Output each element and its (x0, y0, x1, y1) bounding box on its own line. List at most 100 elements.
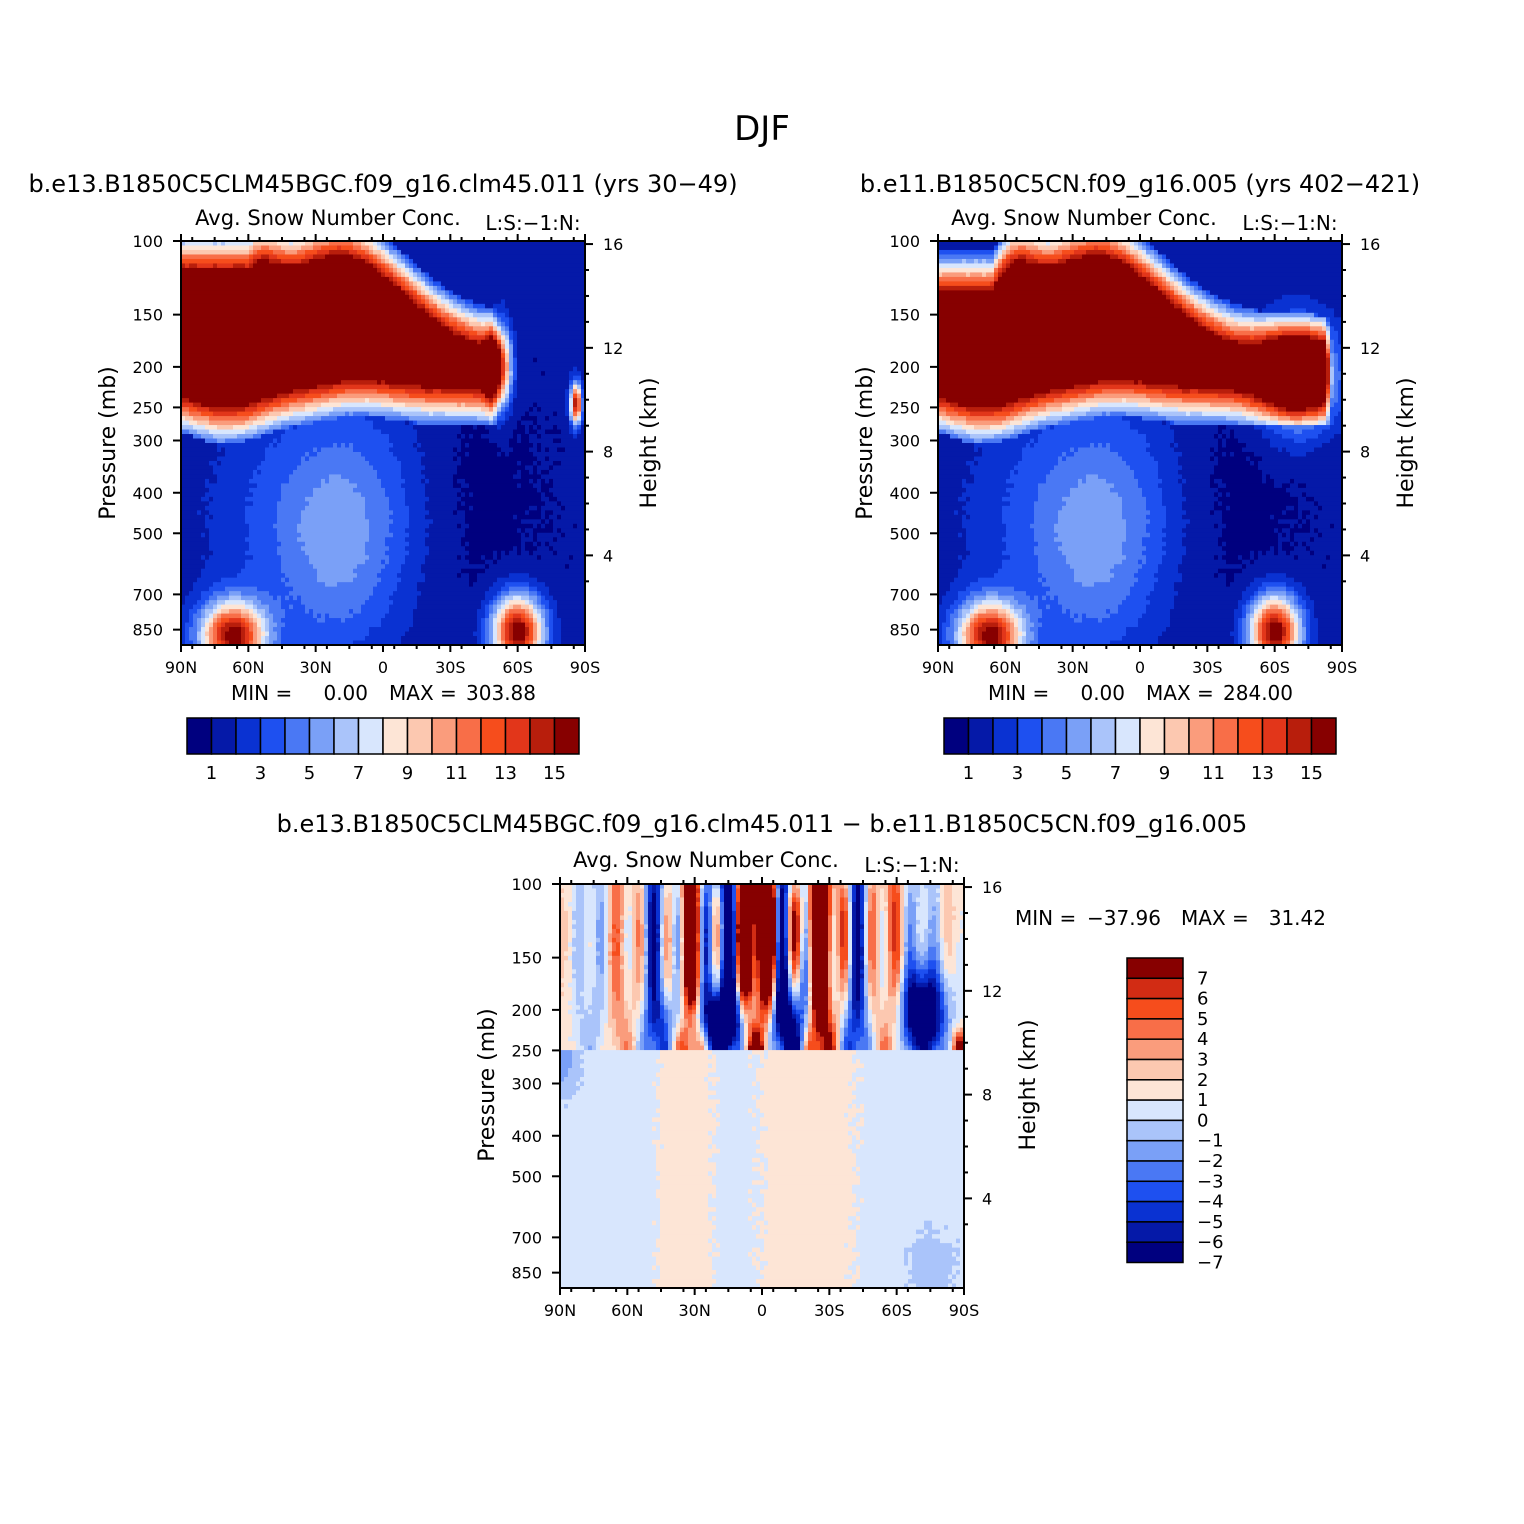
heatmap-cell (261, 434, 266, 440)
heatmap-cell (277, 622, 282, 628)
heatmap-cell (185, 254, 190, 260)
heatmap-cell (353, 438, 358, 444)
heatmap-cell (221, 434, 226, 440)
heatmap-cell (349, 568, 354, 574)
heatmap-cell (297, 618, 302, 624)
heatmap-cell (321, 528, 326, 534)
heatmap-cell (353, 622, 358, 628)
heatmap-cell (209, 591, 214, 597)
heatmap-cell (193, 249, 198, 256)
heatmap-cell (241, 267, 246, 274)
heatmap-cell (205, 451, 210, 458)
heatmap-cell (377, 389, 382, 395)
heatmap-cell (185, 532, 190, 538)
heatmap-cell (269, 618, 274, 624)
heatmap-cell (233, 456, 238, 462)
heatmap-cell (349, 326, 354, 332)
heatmap-cell (301, 357, 306, 363)
heatmap-cell (221, 249, 226, 256)
heatmap-cell (321, 429, 326, 435)
heatmap-cell (277, 600, 282, 606)
heatmap-cell (357, 487, 362, 493)
heatmap-cell (397, 443, 402, 449)
heatmap-cell (329, 577, 334, 583)
heatmap-cell (265, 366, 270, 372)
heatmap-cell (205, 344, 210, 350)
heatmap-cell (353, 582, 358, 588)
heatmap-cell (313, 398, 318, 404)
heatmap-cell (301, 398, 306, 404)
heatmap-cell (261, 317, 266, 323)
heatmap-cell (293, 469, 298, 476)
heatmap-cell (349, 460, 354, 467)
heatmap-cell (301, 447, 306, 453)
heatmap-cell (277, 434, 282, 440)
heatmap-cell (309, 604, 314, 610)
heatmap-cell (357, 312, 362, 318)
heatmap-cell (333, 631, 338, 637)
heatmap-cell (217, 474, 222, 480)
heatmap-cell (369, 389, 374, 395)
heatmap-cell (289, 411, 294, 417)
heatmap-cell (269, 496, 274, 502)
heatmap-cell (289, 443, 294, 449)
heatmap-cell (209, 501, 214, 507)
heatmap-cell (321, 393, 326, 399)
heatmap-cell (233, 519, 238, 525)
heatmap-cell (181, 398, 186, 404)
heatmap-cell (397, 478, 402, 484)
heatmap-cell (397, 631, 402, 637)
heatmap-cell (317, 317, 322, 323)
heatmap-cell (389, 447, 394, 453)
heatmap-cell (221, 483, 226, 489)
heatmap-cell (265, 451, 270, 458)
heatmap-cell (213, 487, 218, 493)
heatmap-cell (233, 425, 238, 431)
heatmap-cell (313, 443, 318, 449)
heatmap-cell (185, 465, 190, 471)
heatmap-cell (241, 478, 246, 484)
heatmap-cell (217, 640, 222, 646)
heatmap-cell (341, 254, 346, 260)
heatmap-cell (357, 460, 362, 467)
heatmap-cell (261, 321, 266, 327)
heatmap-cell (201, 272, 206, 278)
heatmap-cell (341, 272, 346, 278)
heatmap-cell (305, 267, 310, 274)
heatmap-cell (217, 537, 222, 543)
heatmap-cell (369, 438, 374, 444)
heatmap-cell (221, 640, 226, 646)
heatmap-cell (357, 550, 362, 556)
heatmap-cell (253, 294, 258, 300)
heatmap-cell (381, 326, 386, 332)
heatmap-cell (249, 438, 254, 444)
heatmap-cell (261, 281, 266, 287)
heatmap-cell (225, 523, 230, 529)
heatmap-cell (385, 501, 390, 507)
heatmap-cell (257, 263, 262, 269)
heatmap-cell (249, 591, 254, 597)
heatmap-cell (373, 294, 378, 300)
heatmap-cell (305, 276, 310, 282)
heatmap-cell (397, 371, 402, 377)
heatmap-cell (293, 429, 298, 435)
heatmap-cell (277, 299, 282, 305)
heatmap-cell (249, 577, 254, 583)
heatmap-cell (297, 510, 302, 516)
heatmap-cell (225, 245, 230, 251)
heatmap-cell (361, 258, 366, 265)
heatmap-cell (289, 523, 294, 529)
heatmap-cell (397, 555, 402, 561)
heatmap-cell (381, 362, 386, 368)
heatmap-cell (209, 600, 214, 606)
heatmap-cell (321, 532, 326, 538)
heatmap-cell (361, 393, 366, 399)
heatmap-cell (341, 303, 346, 309)
heatmap-cell (273, 487, 278, 493)
heatmap-cell (305, 550, 310, 556)
heatmap-cell (189, 402, 194, 408)
heatmap-cell (349, 272, 354, 278)
heatmap-cell (329, 447, 334, 453)
heatmap-cell (381, 541, 386, 547)
heatmap-cell (385, 371, 390, 377)
